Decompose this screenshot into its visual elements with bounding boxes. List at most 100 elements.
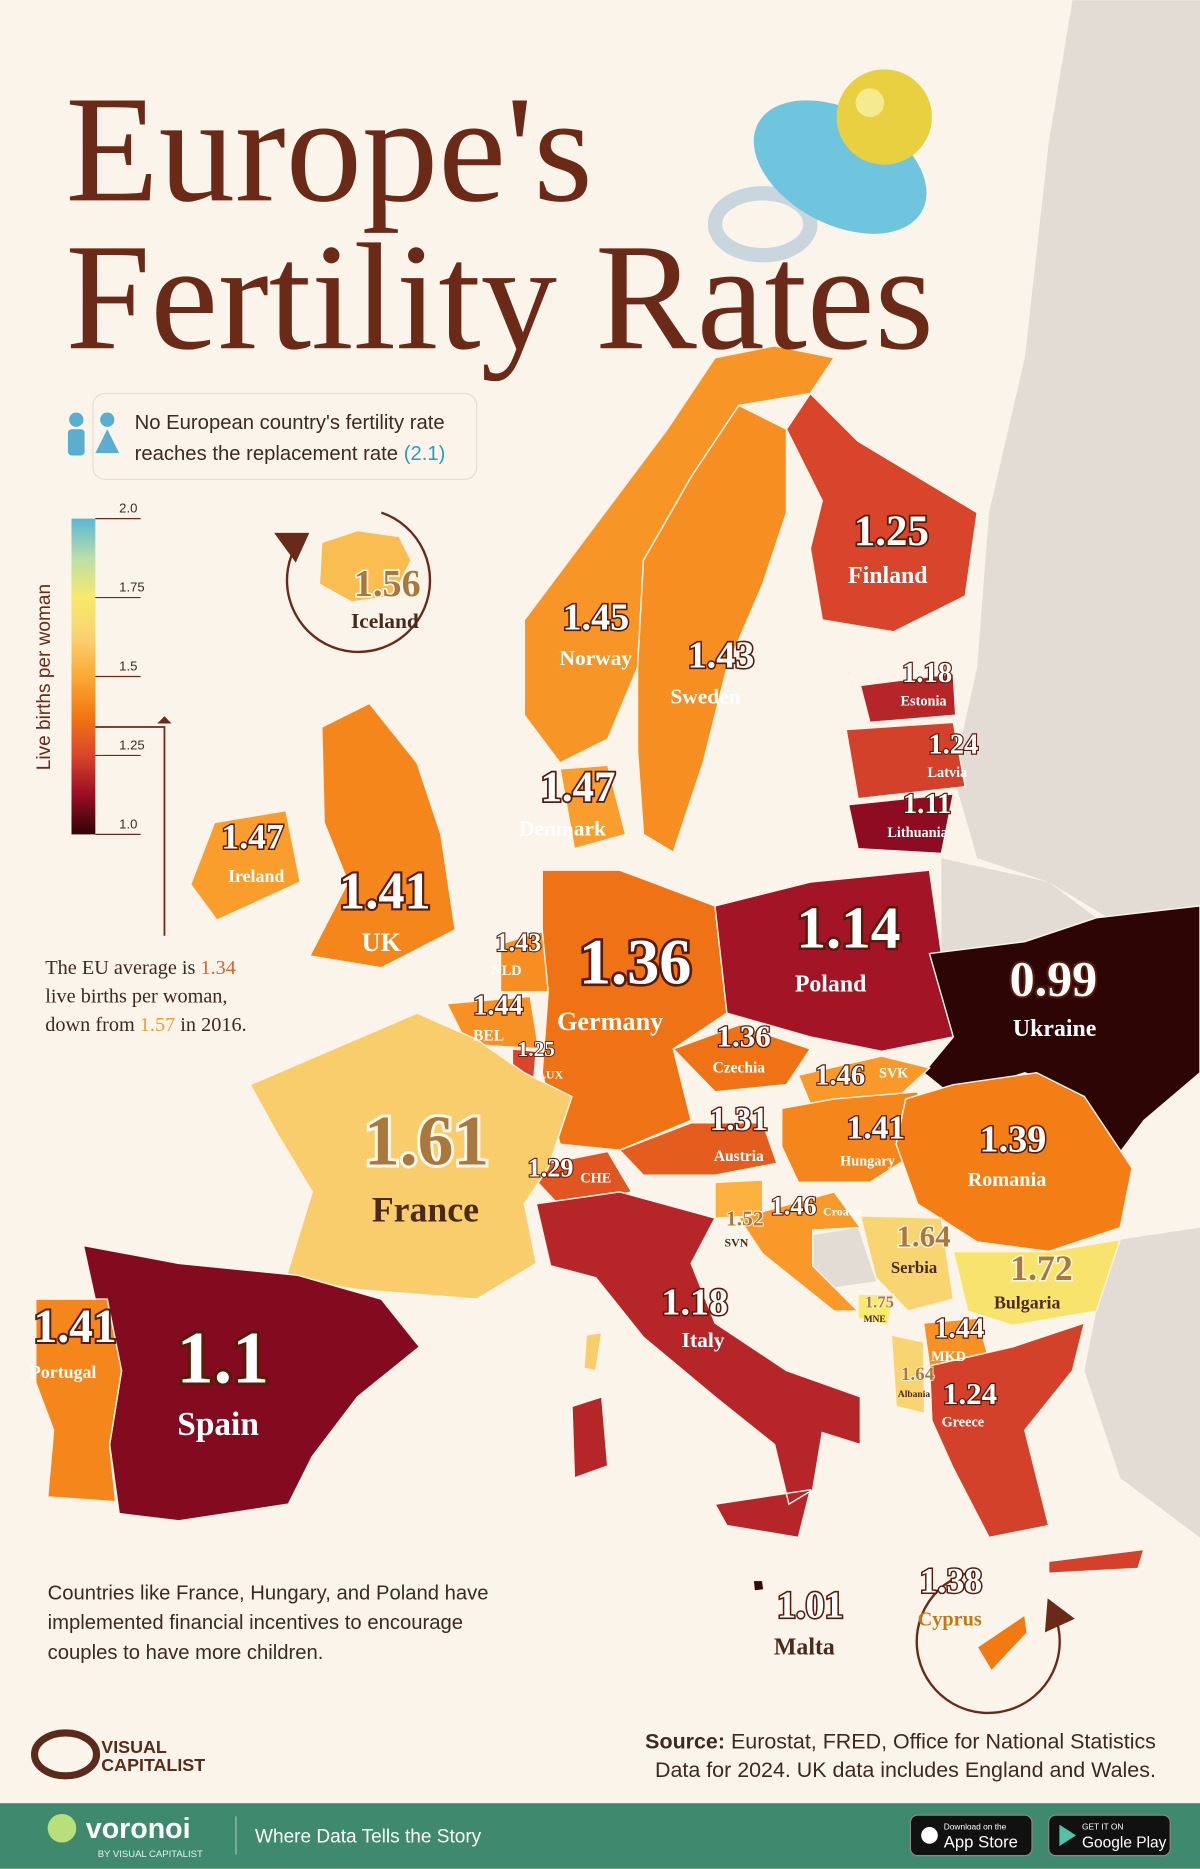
callout-circles <box>274 511 1075 1715</box>
country-name: Ukraine <box>1013 1016 1096 1042</box>
eu-note: live births per woman, <box>45 985 227 1007</box>
legend-tick-label: 2.0 <box>119 501 137 516</box>
note-text: reaches the replacement rate <box>135 443 398 465</box>
country-name: Bulgaria <box>994 1293 1061 1313</box>
country-shape <box>752 1579 765 1592</box>
country-name: Germany <box>557 1007 663 1036</box>
country-value: 1.01 <box>777 1584 844 1626</box>
country-name: SVK <box>879 1065 908 1081</box>
eu-note: in 2016. <box>180 1014 246 1036</box>
country-shape <box>928 1321 1146 1574</box>
pacifier-icon <box>707 69 932 263</box>
country-value: 1.46 <box>815 1061 865 1092</box>
country-shape <box>976 1613 1028 1673</box>
footer-logo-sub: BY VISUAL CAPITALIST <box>98 1849 203 1860</box>
country-name: Serbia <box>891 1258 938 1277</box>
country-name: Croatia <box>823 1205 862 1219</box>
country-shape <box>859 672 957 724</box>
country-name: Italy <box>682 1328 725 1352</box>
country-value: 1.41 <box>339 862 431 920</box>
country-shape <box>890 1333 926 1415</box>
app-store-small: Download on the <box>944 1821 1007 1831</box>
country-name: MKD <box>931 1349 966 1365</box>
country-value: 1.25 <box>517 1037 555 1061</box>
eu-note: down from <box>45 1014 135 1036</box>
eu-average: 1.34 <box>200 957 235 979</box>
country-shape <box>672 1024 812 1093</box>
country-name: Albania <box>898 1390 931 1400</box>
app-store-button[interactable]: Download on the App Store <box>909 1814 1033 1857</box>
country-name: Portugal <box>30 1362 97 1382</box>
legend-title: Live births per woman <box>34 584 55 770</box>
country-shape <box>785 392 978 633</box>
country-name: Poland <box>795 972 867 998</box>
country-value: 1.43 <box>688 635 755 677</box>
app-store: App Store <box>944 1832 1018 1851</box>
country-shape <box>859 1214 955 1312</box>
country-name: MNE <box>864 1315 886 1325</box>
legend-tick-label: 1.25 <box>119 737 144 752</box>
country-name: Austria <box>714 1148 764 1165</box>
country-value: 1.38 <box>920 1560 983 1600</box>
country-name: NLD <box>491 963 521 979</box>
country-name: Greece <box>942 1415 985 1431</box>
country-shape <box>35 1298 123 1503</box>
title: Europe's <box>66 64 593 233</box>
country-name: Romania <box>968 1169 1047 1191</box>
country-value: 1.29 <box>528 1153 574 1182</box>
country-value: 1.11 <box>903 789 951 820</box>
source-text: Eurostat, FRED, Office for National Stat… <box>731 1729 1156 1753</box>
country-shape <box>308 702 456 969</box>
country-shape <box>781 1091 931 1184</box>
eu-note: down from 1.57 in 2016. <box>45 1014 246 1036</box>
country-value: 1.45 <box>562 596 629 638</box>
country-name: Norway <box>560 646 633 670</box>
country-value: 1.41 <box>847 1109 905 1146</box>
country-value: 1.43 <box>495 928 541 957</box>
country-value: 0.99 <box>1010 950 1098 1006</box>
country-value: 1.46 <box>771 1192 817 1221</box>
country-value: 1.24 <box>928 729 978 760</box>
country-shape <box>249 1012 603 1372</box>
country-value: 1.1 <box>177 1317 269 1399</box>
eu-note: The EU average is <box>45 957 195 979</box>
country-name: Czechia <box>713 1060 766 1077</box>
eu-average-arrow <box>157 716 172 724</box>
country-shape <box>535 1191 862 1539</box>
country-value: 1.18 <box>902 658 952 689</box>
google-play-button[interactable]: GET IT ON Google Play <box>1048 1814 1171 1857</box>
country-shape <box>857 1293 895 1327</box>
country-name: SVN <box>725 1236 749 1250</box>
country-value: 1.39 <box>980 1118 1047 1160</box>
country-name: Ireland <box>228 866 284 886</box>
legend-bar <box>71 518 96 835</box>
title: Fertility Rates <box>66 212 934 381</box>
country-value: 1.44 <box>934 1313 984 1344</box>
country-name: Cyprus <box>918 1609 982 1631</box>
country-shape <box>189 809 302 922</box>
country-value: 1.64 <box>896 1219 950 1254</box>
source-label: Source: <box>645 1729 725 1753</box>
eu-average-marker <box>95 726 166 936</box>
note-text: No European country's fertility rate <box>135 412 445 434</box>
brand: CAPITALIST <box>101 1755 205 1775</box>
country-name: Lithuania <box>887 825 947 841</box>
country-shape <box>847 793 955 855</box>
country-shape <box>559 764 627 850</box>
source-note: Data for 2024. UK data includes England … <box>655 1758 1156 1782</box>
country-name: Hungary <box>840 1154 895 1170</box>
country-shape <box>618 1122 778 1176</box>
country-name: LUX <box>538 1068 564 1082</box>
country-value: 1.31 <box>710 1101 768 1138</box>
footer-logo: voronoi <box>86 1813 191 1845</box>
country-name: Finland <box>848 563 927 589</box>
country-value: 1.75 <box>865 1292 894 1311</box>
country-name: Iceland <box>351 609 419 633</box>
country-name: Estonia <box>901 694 947 710</box>
country-name: Latvia <box>928 765 968 781</box>
footer-tagline: Where Data Tells the Story <box>255 1827 482 1848</box>
legend-tick-label: 1.75 <box>119 580 144 595</box>
country-name: Sweden <box>670 684 740 708</box>
